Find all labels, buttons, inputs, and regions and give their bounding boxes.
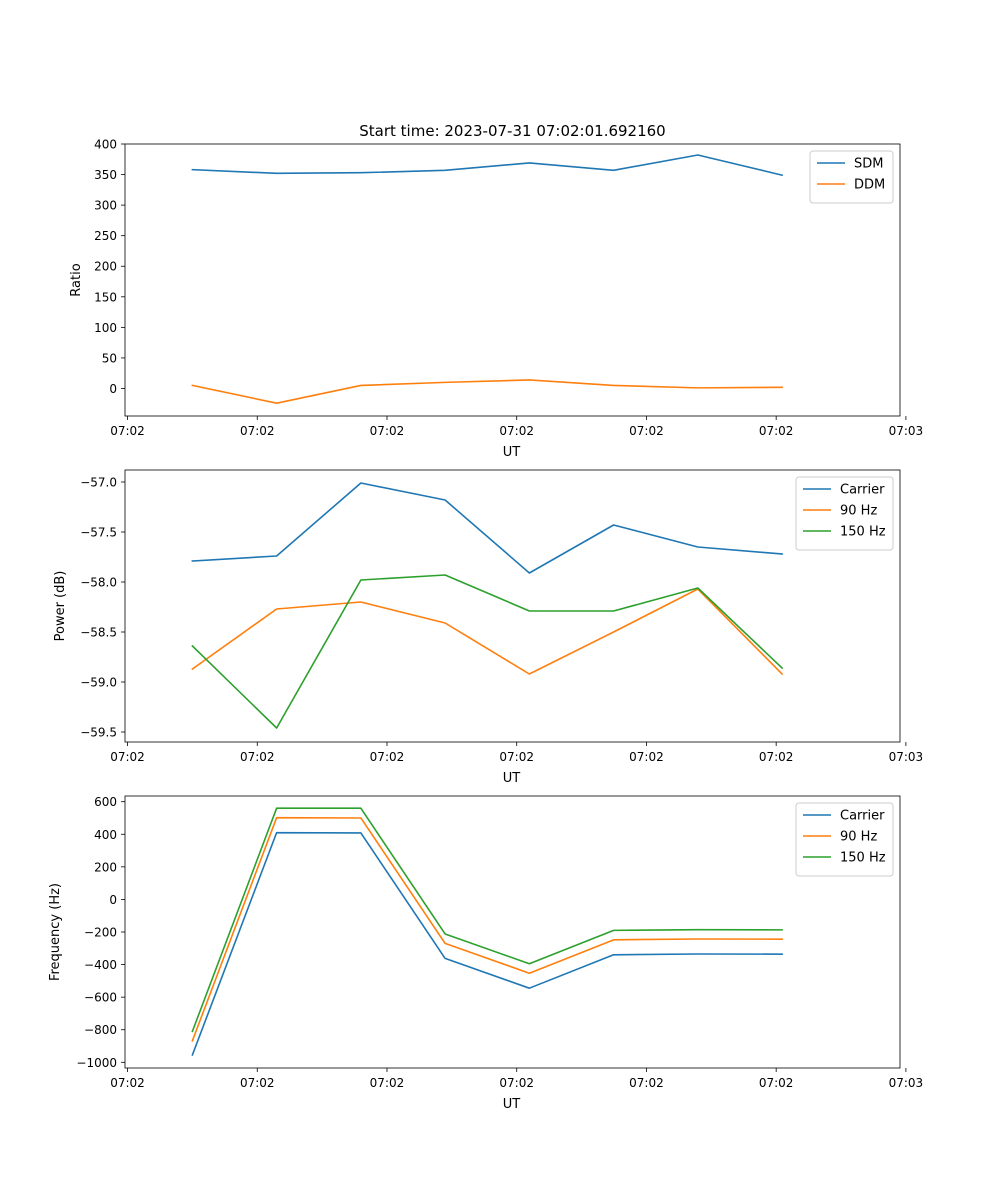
legend-label: Carrier: [840, 809, 885, 824]
x-tick-label: 07:02: [110, 750, 145, 764]
x-tick-label: 07:03: [889, 750, 924, 764]
legend-box: [809, 150, 894, 204]
x-tick-label: 07:02: [240, 1076, 275, 1090]
y-tick-label: −1000: [76, 1056, 117, 1070]
y-tick-label: −59.5: [80, 726, 117, 740]
series-line-ddm: [191, 379, 783, 404]
series-line-90-hz: [191, 816, 783, 1042]
y-tick-label: 350: [94, 168, 117, 182]
y-tick-label: 0: [109, 382, 117, 396]
legend: Carrier 90 Hz 150 Hz: [795, 476, 894, 551]
x-tick-label: 07:02: [110, 1076, 145, 1090]
y-axis-label: Frequency (Hz): [48, 883, 63, 981]
x-tick-label: 07:02: [370, 750, 405, 764]
x-tick-label: 07:02: [759, 424, 794, 438]
x-tick-label: 07:02: [240, 750, 275, 764]
legend-label: SDM: [854, 157, 883, 172]
legend-label: 150 Hz: [840, 525, 886, 540]
x-tick-label: 07:03: [889, 424, 924, 438]
plot-frame: [124, 795, 901, 1069]
y-tick-label: −400: [84, 958, 117, 972]
x-tick-label: 07:02: [629, 750, 664, 764]
x-tick-label: 07:02: [110, 424, 145, 438]
legend-label: 90 Hz: [840, 504, 877, 519]
y-tick-label: 50: [102, 351, 117, 365]
chart-panel-3: 07:02 07:02 07:02 07:02 07:02 07:02 07:03 −1000…: [48, 795, 923, 1112]
x-tick-label: 07:02: [759, 1076, 794, 1090]
chart-panel-2: 07:02 07:02 07:02 07:02 07:02 07:02 07:03 −59.5…: [53, 469, 924, 786]
legend: Carrier 90 Hz 150 Hz: [795, 802, 894, 877]
legend-label: Carrier: [840, 483, 885, 498]
y-tick-label: −57.0: [80, 476, 117, 490]
y-tick-label: 200: [94, 860, 117, 874]
y-tick-label: −59.0: [80, 676, 117, 690]
y-tick-label: 300: [94, 199, 117, 213]
plot-frame: [124, 469, 901, 743]
y-tick-label: 200: [94, 260, 117, 274]
series-line-sdm: [191, 154, 784, 177]
y-tick-label: 0: [109, 893, 117, 907]
legend-label: DDM: [854, 178, 885, 193]
y-tick-label: 150: [94, 290, 117, 304]
x-tick-label: 07:02: [629, 1076, 664, 1090]
figure-title: Start time: 2023-07-31 07:02:01.692160: [359, 122, 665, 140]
y-axis-label: Ratio: [69, 263, 84, 296]
series-line-carrier: [191, 831, 783, 1057]
legend: SDM DDM: [809, 150, 894, 204]
y-tick-label: −58.5: [80, 626, 117, 640]
x-tick-label: 07:02: [629, 424, 664, 438]
plot-frame: [124, 143, 901, 417]
legend-label: 150 Hz: [840, 851, 886, 866]
y-axis-label: Power (dB): [53, 571, 68, 642]
y-tick-label: −600: [84, 991, 117, 1005]
x-tick-label: 07:02: [370, 1076, 405, 1090]
y-tick-label: 400: [94, 828, 117, 842]
series-line-90-hz: [191, 588, 784, 676]
y-tick-label: 400: [94, 138, 117, 152]
y-tick-label: 100: [94, 321, 117, 335]
x-tick-label: 07:02: [759, 750, 794, 764]
series-line-carrier: [191, 482, 783, 574]
y-tick-label: −58.0: [80, 576, 117, 590]
y-tick-label: −57.5: [80, 526, 117, 540]
x-tick-label: 07:03: [889, 1076, 924, 1090]
y-tick-label: 250: [94, 229, 117, 243]
y-tick-label: −200: [84, 926, 117, 940]
y-tick-label: 600: [94, 795, 117, 809]
chart-panel-1: 07:02 07:02 07:02 07:02 07:02 07:02 07:03 0 50 10…: [69, 138, 923, 461]
x-axis-label: UT: [503, 771, 521, 786]
x-tick-label: 07:02: [370, 424, 405, 438]
x-tick-label: 07:02: [499, 750, 534, 764]
y-tick-label: −800: [84, 1023, 117, 1037]
x-axis-label: UT: [503, 1097, 521, 1112]
x-axis-label: UT: [503, 445, 521, 460]
legend-label: 90 Hz: [840, 830, 877, 845]
series-line-150-hz: [191, 574, 784, 729]
series-line-150-hz: [191, 807, 783, 1033]
x-tick-label: 07:02: [240, 424, 275, 438]
x-tick-label: 07:02: [499, 1076, 534, 1090]
x-tick-label: 07:02: [499, 424, 534, 438]
